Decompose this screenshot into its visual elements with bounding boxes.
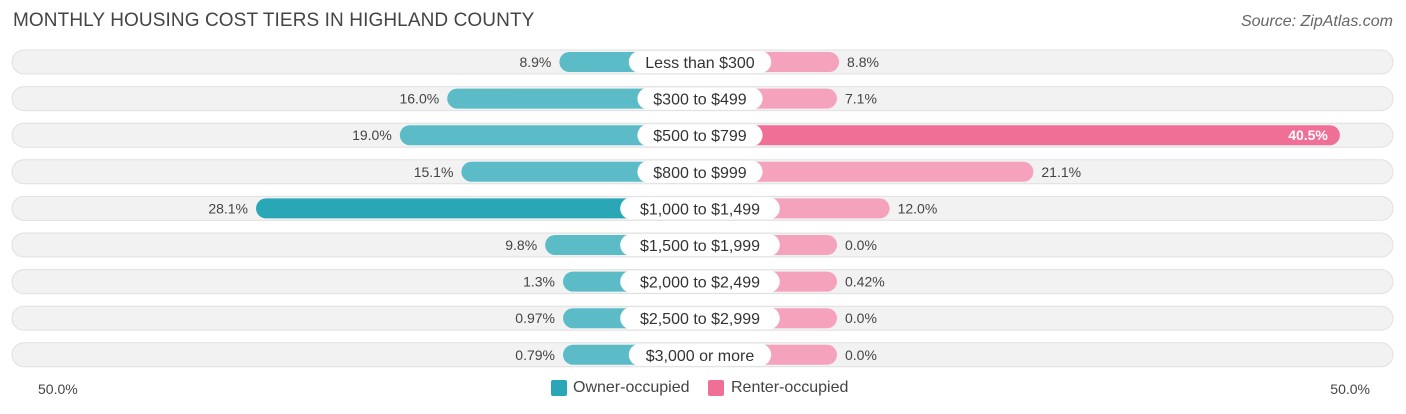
owner-value-label: 0.79% (515, 347, 555, 363)
axis-left-label: 50.0% (38, 381, 78, 397)
category-label: $300 to $499 (653, 92, 747, 109)
chart-row: 0.97% 0.0% $2,500 to $2,999 (11, 305, 1394, 331)
owner-bar (447, 88, 700, 109)
category-label: $2,000 to $2,499 (640, 275, 760, 292)
chart-row: 1.3% 0.42% $2,000 to $2,499 (11, 269, 1394, 295)
chart-row: 9.8% 0.0% $1,500 to $1,999 (11, 232, 1394, 258)
owner-bar (399, 125, 700, 146)
renter-value-label: 0.0% (845, 347, 877, 363)
owner-value-label: 16.0% (399, 91, 439, 107)
category-label: Less than $300 (645, 55, 755, 72)
category-pill (637, 124, 763, 147)
category-label: $2,500 to $2,999 (640, 311, 760, 328)
owner-value-label: 0.97% (515, 310, 555, 326)
chart-row: 28.1% 12.0% $1,000 to $1,499 (11, 195, 1394, 221)
category-pill (620, 307, 780, 330)
chart-row: 8.9% 8.8% Less than $300 (11, 49, 1394, 75)
renter-value-label: 40.5% (1288, 127, 1328, 143)
legend-renter-swatch (708, 380, 724, 396)
chart-row: 16.0% 7.1% $300 to $499 (11, 86, 1394, 112)
owner-value-label: 1.3% (523, 274, 555, 290)
chart-row: 15.1% 21.1% $800 to $999 (11, 159, 1394, 185)
chart-row: 19.0% 40.5% $500 to $799 (11, 122, 1394, 148)
category-label: $800 to $999 (653, 165, 747, 182)
renter-bar (700, 161, 1034, 182)
renter-value-label: 0.42% (845, 274, 885, 290)
axis-right-label: 50.0% (1330, 381, 1370, 397)
category-label: $1,000 to $1,499 (640, 201, 760, 218)
category-pill (637, 87, 763, 110)
renter-value-label: 0.0% (845, 237, 877, 253)
category-label: $500 to $799 (653, 128, 747, 145)
category-pill (620, 234, 780, 256)
category-pill (628, 343, 772, 366)
renter-value-label: 0.0% (845, 310, 877, 326)
category-pill (620, 197, 780, 220)
chart-source: Source: ZipAtlas.com (1240, 13, 1393, 30)
legend-renter-label: Renter-occupied (731, 379, 849, 396)
chart-row: 0.79% 0.0% $3,000 or more (11, 342, 1394, 368)
renter-value-label: 12.0% (898, 200, 938, 216)
owner-bar (256, 198, 700, 219)
owner-value-label: 28.1% (208, 200, 248, 216)
owner-value-label: 19.0% (352, 127, 392, 143)
legend-owner-label: Owner-occupied (573, 379, 690, 396)
category-label: $1,500 to $1,999 (640, 238, 760, 255)
renter-value-label: 7.1% (845, 91, 877, 107)
renter-value-label: 21.1% (1041, 164, 1081, 180)
renter-value-label: 8.8% (847, 54, 879, 70)
owner-value-label: 8.9% (519, 54, 551, 70)
chart-title: MONTHLY HOUSING COST TIERS IN HIGHLAND C… (13, 10, 535, 31)
legend-owner-swatch (551, 380, 567, 396)
category-pill (637, 160, 763, 183)
owner-value-label: 15.1% (414, 164, 454, 180)
owner-value-label: 9.8% (505, 237, 537, 253)
renter-bar (700, 125, 1340, 146)
category-pill (620, 270, 780, 293)
category-label: $3,000 or more (646, 348, 755, 365)
category-pill (628, 51, 772, 73)
